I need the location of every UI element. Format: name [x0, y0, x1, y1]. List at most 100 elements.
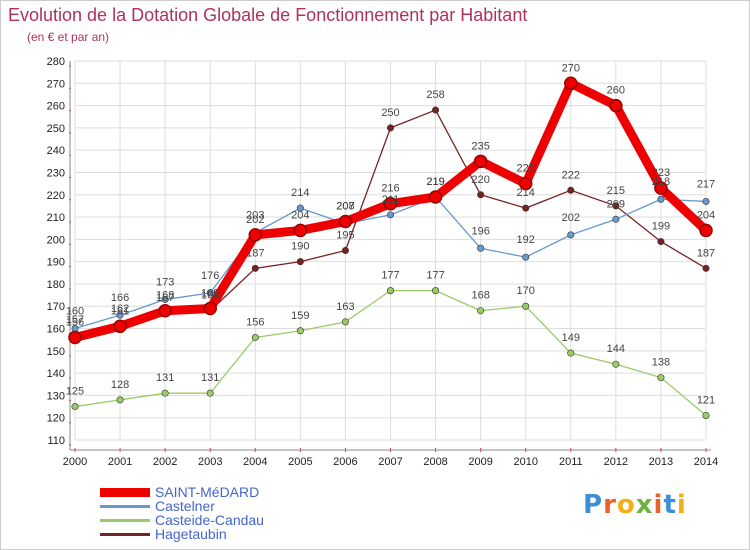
data-label: 170	[517, 285, 535, 297]
y-tick-label: 150	[47, 346, 65, 358]
legend-swatch	[100, 505, 150, 508]
legend-label: Hagetaubin	[155, 526, 227, 542]
y-tick-label: 110	[47, 435, 65, 447]
data-point-hagetaubin	[386, 124, 394, 132]
x-tick-label: 2000	[63, 456, 87, 468]
data-label: 211	[382, 194, 400, 206]
data-label: 187	[697, 247, 715, 259]
data-point-hagetaubin	[432, 106, 440, 114]
data-point-saint-medard	[473, 154, 488, 169]
y-tick-label: 210	[47, 212, 65, 224]
data-label: 149	[562, 332, 580, 344]
logo-letter: o	[616, 490, 636, 520]
x-tick-label: 2012	[604, 456, 628, 468]
data-point-saint-medard	[428, 190, 443, 204]
data-point-hagetaubin	[341, 247, 349, 255]
data-label: 219	[426, 176, 444, 188]
data-label: 204	[291, 209, 309, 221]
data-label: 207	[336, 201, 354, 213]
data-label: 250	[381, 107, 399, 119]
data-point-casteide-candau	[296, 327, 304, 335]
data-label: 128	[111, 379, 129, 391]
data-label: 192	[517, 234, 535, 246]
data-label: 168	[201, 290, 219, 302]
data-label: 195	[336, 230, 354, 242]
chart-title: Evolution de la Dotation Globale de Fonc…	[8, 5, 528, 25]
data-label: 204	[697, 209, 715, 221]
logo-letter: t	[663, 490, 677, 520]
data-point-casteide-candau	[702, 411, 710, 419]
logo-letter: r	[603, 490, 617, 520]
data-point-casteide-candau	[386, 287, 394, 295]
data-point-saint-medard	[248, 228, 263, 242]
x-tick-label: 2001	[108, 456, 132, 468]
data-label: 215	[607, 185, 625, 197]
x-tick-label: 2007	[378, 456, 402, 468]
x-tick-label: 2006	[333, 456, 357, 468]
data-point-hagetaubin	[702, 264, 710, 272]
data-label: 173	[156, 277, 174, 289]
data-label: 161	[111, 305, 129, 317]
data-point-castelner	[657, 195, 665, 203]
data-label: 157	[66, 314, 84, 326]
y-tick-label: 240	[47, 145, 65, 157]
data-point-saint-medard	[113, 319, 127, 334]
data-label: 187	[246, 247, 264, 259]
data-point-saint-medard	[338, 214, 353, 229]
chart-subtitle: (en € et par an)	[27, 30, 110, 44]
y-tick-label: 130	[47, 390, 65, 402]
data-label: 218	[652, 176, 670, 188]
data-label: 162	[111, 303, 129, 315]
y-tick-label: 250	[47, 123, 65, 135]
y-tick-label: 220	[47, 190, 65, 202]
data-point-casteide-candau	[567, 349, 575, 357]
data-label: 209	[607, 198, 625, 210]
data-point-casteide-candau	[432, 287, 440, 295]
data-point-saint-medard	[68, 330, 82, 345]
data-point-casteide-candau	[206, 389, 214, 397]
logo-letter: P	[583, 490, 604, 520]
y-tick-label: 140	[47, 368, 65, 380]
data-point-saint-medard	[383, 196, 398, 211]
data-point-casteide-candau	[116, 396, 124, 404]
data-point-saint-medard	[564, 76, 578, 91]
legend-label: SAINT-MéDARD	[155, 484, 260, 500]
data-label: 156	[66, 316, 84, 328]
data-point-casteide-candau	[251, 333, 259, 341]
y-tick-label: 280	[47, 56, 65, 68]
data-point-castelner	[206, 289, 214, 297]
x-tick-label: 2005	[288, 456, 312, 468]
data-point-saint-medard	[518, 176, 533, 191]
proxiti-logo: Proxiti	[583, 490, 687, 520]
y-tick-label: 180	[47, 279, 65, 291]
data-label: 167	[156, 292, 174, 304]
logo-letter: i	[676, 490, 687, 520]
data-point-castelner	[477, 244, 485, 252]
data-point-saint-medard	[699, 223, 713, 238]
data-label: 208	[336, 201, 354, 213]
data-point-hagetaubin	[522, 204, 530, 212]
data-label: 214	[517, 187, 535, 199]
data-label: 125	[66, 386, 84, 398]
x-tick-label: 2010	[513, 456, 537, 468]
x-tick-label: 2002	[153, 456, 177, 468]
data-label: 196	[471, 225, 489, 237]
data-point-castelner	[296, 204, 304, 212]
y-tick-label: 170	[47, 301, 65, 313]
logo-letter: x	[635, 490, 654, 520]
legend-swatch	[100, 533, 150, 536]
data-point-casteide-candau	[657, 374, 665, 382]
data-point-castelner	[567, 231, 575, 239]
data-label: 176	[201, 270, 219, 282]
x-tick-label: 2014	[694, 456, 718, 468]
data-label: 202	[562, 212, 580, 224]
legend-label: Casteide-Candau	[155, 512, 264, 528]
data-label: 177	[426, 270, 444, 282]
data-point-castelner	[386, 211, 394, 219]
data-point-saint-medard	[654, 181, 668, 195]
data-label: 260	[607, 85, 625, 97]
data-point-castelner	[612, 215, 620, 223]
data-point-hagetaubin	[477, 191, 485, 199]
data-label: 225	[517, 163, 535, 175]
